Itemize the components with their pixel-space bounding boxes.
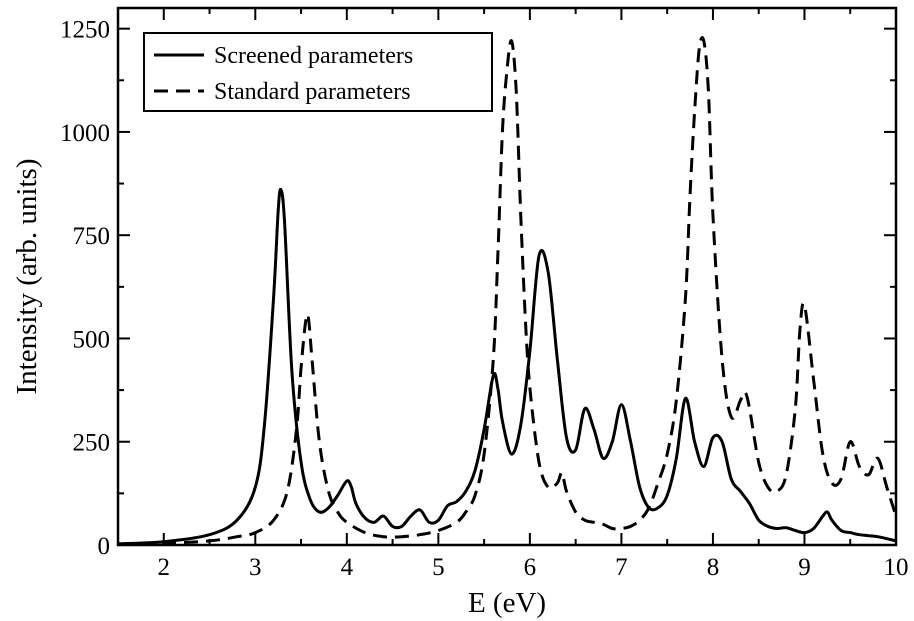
y-tick-label: 1000 <box>60 120 110 147</box>
x-tick-label: 3 <box>249 554 262 581</box>
x-tick-label: 4 <box>341 554 354 581</box>
x-tick-label: 6 <box>524 554 537 581</box>
y-tick-label: 1250 <box>60 17 110 44</box>
legend-label-screened: Screened parameters <box>214 43 413 69</box>
legend-box <box>143 32 493 112</box>
x-tick-label: 2 <box>158 554 171 581</box>
x-tick-labels: 2 3 4 5 6 7 8 9 10 <box>158 554 909 581</box>
legend-label-standard: Standard parameters <box>214 79 411 105</box>
y-tick-labels: 0 250 500 750 1000 1250 <box>60 17 110 560</box>
x-tick-label: 7 <box>615 554 628 581</box>
series-lines <box>118 36 896 545</box>
x-axis-title: E (eV) <box>468 587 546 619</box>
y-tick-label: 0 <box>98 533 111 560</box>
x-tick-label: 9 <box>798 554 811 581</box>
y-axis-title: Intensity (arb. units) <box>11 159 43 395</box>
x-tick-label: 10 <box>884 554 909 581</box>
x-tick-label: 5 <box>432 554 445 581</box>
y-tick-label: 250 <box>73 430 111 457</box>
legend: Screened parameters Standard parameters <box>143 32 493 112</box>
y-tick-label: 500 <box>73 326 111 353</box>
series-line-screened <box>118 187 896 545</box>
plot-area <box>116 6 898 547</box>
series-line-standard <box>118 36 896 545</box>
y-tick-label: 750 <box>73 223 111 250</box>
x-tick-label: 8 <box>707 554 720 581</box>
